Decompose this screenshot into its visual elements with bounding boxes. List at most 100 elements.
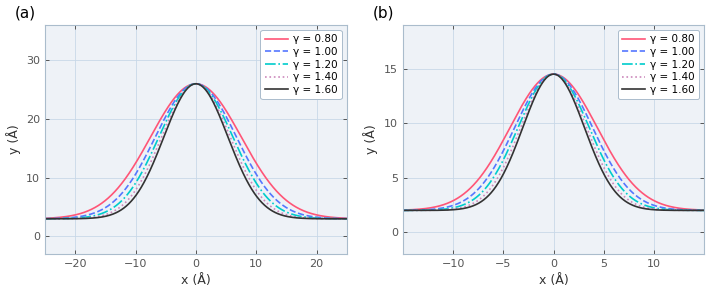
γ = 1.60 xyxy=(342,217,351,221)
γ = 1.00 xyxy=(545,73,554,77)
γ = 1.60 xyxy=(334,217,342,221)
γ = 1.40 xyxy=(692,209,700,212)
γ = 0.80 xyxy=(278,195,287,199)
γ = 1.00 xyxy=(692,209,700,212)
γ = 1.00 xyxy=(40,217,49,220)
X-axis label: x (Å): x (Å) xyxy=(539,275,569,287)
γ = 1.00 xyxy=(334,217,342,220)
Line: γ = 0.80: γ = 0.80 xyxy=(403,74,704,210)
γ = 1.00 xyxy=(187,83,196,86)
γ = 1.00 xyxy=(56,217,65,220)
Y-axis label: y (Å): y (Å) xyxy=(364,125,378,154)
γ = 0.80 xyxy=(700,208,709,212)
γ = 1.00 xyxy=(192,82,200,86)
γ = 1.60 xyxy=(40,217,49,221)
γ = 0.80 xyxy=(692,208,700,212)
γ = 1.00 xyxy=(398,209,407,212)
γ = 1.20 xyxy=(545,73,554,77)
γ = 0.80 xyxy=(636,190,645,193)
γ = 1.00 xyxy=(414,208,422,212)
γ = 1.40 xyxy=(180,90,188,94)
Line: γ = 1.40: γ = 1.40 xyxy=(403,74,704,210)
γ = 0.80 xyxy=(334,216,342,219)
γ = 1.20 xyxy=(537,80,546,84)
Line: γ = 1.40: γ = 1.40 xyxy=(45,84,346,219)
γ = 1.40 xyxy=(192,82,200,86)
γ = 1.40 xyxy=(278,212,287,215)
γ = 1.20 xyxy=(700,209,709,212)
γ = 1.20 xyxy=(692,209,700,212)
γ = 1.20 xyxy=(180,89,188,93)
γ = 0.80 xyxy=(545,73,554,76)
γ = 1.20 xyxy=(40,217,49,221)
γ = 1.20 xyxy=(692,209,700,212)
γ = 1.40 xyxy=(700,209,709,212)
Line: γ = 0.80: γ = 0.80 xyxy=(45,84,346,218)
γ = 1.60 xyxy=(700,209,709,212)
γ = 1.40 xyxy=(537,81,546,85)
γ = 1.20 xyxy=(550,72,558,76)
γ = 1.40 xyxy=(550,72,558,76)
Text: (b): (b) xyxy=(373,6,394,21)
Line: γ = 1.20: γ = 1.20 xyxy=(45,84,346,219)
γ = 1.40 xyxy=(342,217,351,221)
X-axis label: x (Å): x (Å) xyxy=(181,275,211,287)
γ = 1.40 xyxy=(545,74,554,77)
γ = 1.60 xyxy=(545,74,554,77)
γ = 0.80 xyxy=(550,72,558,76)
γ = 1.20 xyxy=(636,202,645,205)
γ = 1.20 xyxy=(278,208,287,212)
γ = 1.20 xyxy=(398,209,407,212)
γ = 1.60 xyxy=(414,209,422,212)
γ = 0.80 xyxy=(398,208,407,212)
Legend: γ = 0.80, γ = 1.00, γ = 1.20, γ = 1.40, γ = 1.60: γ = 0.80, γ = 1.00, γ = 1.20, γ = 1.40, … xyxy=(618,30,699,99)
Line: γ = 1.00: γ = 1.00 xyxy=(45,84,346,219)
γ = 1.20 xyxy=(187,83,196,86)
γ = 1.60 xyxy=(334,217,342,221)
γ = 1.20 xyxy=(56,217,65,220)
γ = 0.80 xyxy=(192,82,200,86)
γ = 1.20 xyxy=(334,217,342,220)
Line: γ = 1.00: γ = 1.00 xyxy=(403,74,704,210)
Line: γ = 1.60: γ = 1.60 xyxy=(45,84,346,219)
γ = 1.60 xyxy=(187,83,196,87)
Y-axis label: y (Å): y (Å) xyxy=(6,125,21,154)
γ = 1.40 xyxy=(636,204,645,208)
γ = 1.60 xyxy=(278,214,287,217)
γ = 0.80 xyxy=(180,87,188,90)
γ = 1.20 xyxy=(334,217,342,220)
Line: γ = 1.20: γ = 1.20 xyxy=(403,74,704,210)
Text: (a): (a) xyxy=(15,6,36,21)
γ = 1.00 xyxy=(342,217,351,220)
γ = 1.40 xyxy=(56,217,65,221)
γ = 0.80 xyxy=(342,217,351,220)
γ = 1.60 xyxy=(692,209,700,212)
γ = 1.00 xyxy=(278,203,287,207)
Legend: γ = 0.80, γ = 1.00, γ = 1.20, γ = 1.40, γ = 1.60: γ = 0.80, γ = 1.00, γ = 1.20, γ = 1.40, … xyxy=(261,30,342,99)
γ = 1.00 xyxy=(692,209,700,212)
γ = 0.80 xyxy=(537,78,546,81)
Line: γ = 1.60: γ = 1.60 xyxy=(403,74,704,210)
γ = 1.60 xyxy=(398,209,407,212)
γ = 0.80 xyxy=(334,216,342,219)
γ = 1.60 xyxy=(56,217,65,221)
γ = 1.00 xyxy=(537,79,546,82)
γ = 1.60 xyxy=(550,72,558,76)
γ = 1.20 xyxy=(342,217,351,221)
γ = 1.40 xyxy=(187,83,196,86)
γ = 1.40 xyxy=(414,209,422,212)
γ = 1.20 xyxy=(192,82,200,86)
γ = 1.40 xyxy=(40,217,49,221)
γ = 0.80 xyxy=(414,207,422,211)
γ = 1.00 xyxy=(700,209,709,212)
γ = 1.00 xyxy=(180,88,188,91)
γ = 1.60 xyxy=(692,209,700,212)
γ = 0.80 xyxy=(692,208,700,212)
γ = 1.40 xyxy=(398,209,407,212)
γ = 1.40 xyxy=(692,209,700,212)
γ = 0.80 xyxy=(56,215,65,219)
γ = 1.60 xyxy=(180,91,188,95)
γ = 1.00 xyxy=(334,217,342,220)
γ = 1.60 xyxy=(537,83,546,86)
γ = 1.20 xyxy=(414,209,422,212)
